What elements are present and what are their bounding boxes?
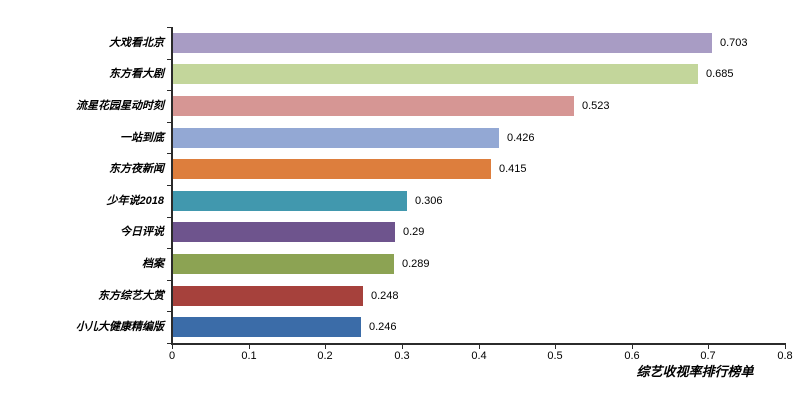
category-label: 东方夜新闻 [109,163,164,176]
x-tick [172,345,173,349]
value-label: 0.426 [507,132,535,144]
x-axis-line [171,343,786,345]
value-label: 0.248 [371,290,399,302]
x-tick-label: 0.4 [471,350,487,362]
y-tick [167,248,171,250]
y-tick [167,58,171,60]
value-label: 0.703 [720,37,748,49]
y-tick [167,153,171,155]
value-label: 0.685 [706,68,734,80]
bar [173,222,395,242]
category-label: 流星花园星动时刻 [76,100,164,112]
x-tick-label: 0.2 [317,350,333,362]
y-tick [167,90,171,92]
value-label: 0.306 [415,195,443,207]
bar [173,254,394,274]
y-tick [167,216,171,218]
chart-title: 综艺收视率排行榜单 [636,364,754,379]
x-tick-label: 0.1 [241,350,257,362]
y-tick [167,121,171,123]
y-tick [167,279,171,281]
x-tick-label: 0 [168,350,176,362]
x-tick [479,345,480,349]
y-tick [167,27,171,28]
value-label: 0.29 [403,226,425,238]
category-label: 今日评说 [120,226,164,239]
category-label: 东方看大剧 [109,68,164,81]
bar [173,64,698,84]
x-tick-label: 0.8 [777,350,793,362]
value-label: 0.289 [402,258,430,270]
x-tick [785,345,786,349]
bar [173,191,407,211]
y-tick [167,185,171,186]
x-tick [402,345,403,349]
category-label: 大戏看北京 [109,36,164,49]
category-label: 档案 [142,258,164,270]
bar [173,128,499,148]
category-label: 小儿大健康精编版 [76,321,164,334]
value-label: 0.415 [499,163,527,175]
y-tick [167,343,171,344]
x-tick [708,345,709,349]
x-tick [555,345,556,349]
x-tick-label: 0.7 [700,350,716,362]
category-label: 一站到底 [120,131,164,144]
bar [173,317,361,337]
value-label: 0.523 [582,100,610,112]
bar [173,33,712,53]
bar [173,159,491,179]
category-label: 东方综艺大赏 [98,289,164,302]
value-label: 0.246 [369,321,397,333]
x-tick [249,345,250,349]
x-tick [632,345,633,349]
x-tick-label: 0.5 [547,350,563,362]
x-tick-label: 0.6 [624,350,640,362]
x-tick [325,345,326,349]
y-tick [167,311,171,313]
bar [173,286,363,306]
x-tick-label: 0.3 [394,350,410,362]
category-label: 少年说2018 [106,194,164,207]
y-axis-line [171,27,173,344]
bar [173,96,574,116]
